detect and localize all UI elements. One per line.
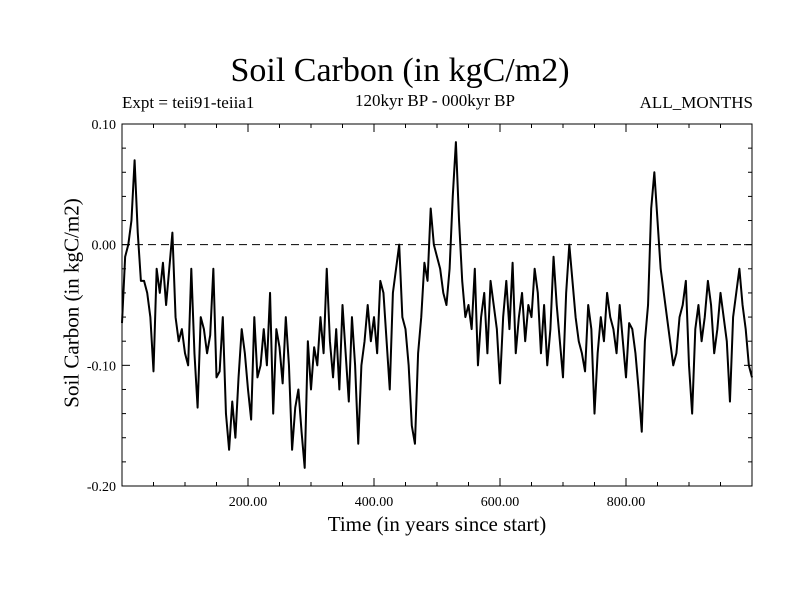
- chart-subtitle: 120kyr BP - 000kyr BP: [355, 91, 515, 110]
- soil-carbon-series-line: [121, 141, 753, 469]
- chart-title: Soil Carbon (in kgC/m2): [230, 52, 570, 89]
- x-tick-label: 200.00: [229, 495, 268, 510]
- x-tick-label: 400.00: [355, 495, 394, 510]
- y-tick-label: 0.00: [92, 239, 117, 254]
- y-tick-label: 0.10: [92, 118, 117, 133]
- tick-labels: 200.00 400.00 600.00 800.00 0.10 0.00 -0.10 -0.…: [87, 118, 645, 510]
- y-tick-label: -0.20: [87, 480, 116, 495]
- axis-ticks: [122, 124, 752, 486]
- x-axis-label: Time (in years since start): [327, 512, 547, 536]
- experiment-label: Expt = teii91-teiia1: [122, 93, 255, 112]
- x-tick-label: 600.00: [481, 495, 520, 510]
- plot-frame: [121, 123, 753, 487]
- months-label: ALL_MONTHS: [639, 93, 753, 112]
- x-tick-label: 800.00: [607, 495, 646, 510]
- y-tick-label: -0.10: [87, 359, 116, 374]
